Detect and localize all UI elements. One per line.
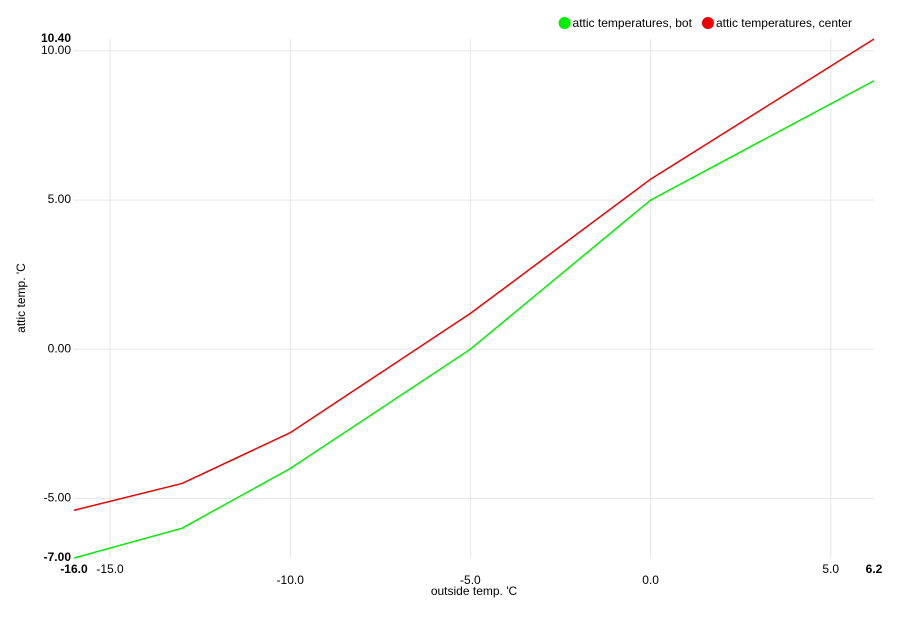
legend: attic temperatures, bot attic temperature… [558, 16, 852, 30]
y-tick-label: -5.00 [44, 491, 72, 505]
y-axis-label: attic temp. 'C [14, 263, 28, 333]
y-tick-label: 10.40 [41, 31, 71, 45]
line [73, 38, 875, 512]
grid [74, 39, 874, 558]
x-tick-label: -10.0 [277, 573, 305, 587]
y-tick-label: 0.00 [48, 341, 72, 355]
legend-item: attic temperatures, bot [558, 16, 693, 30]
x-tick-label: -15.0 [96, 562, 124, 576]
legend-label: attic temperatures, bot [573, 16, 693, 30]
x-tick-label: -16.0 [60, 562, 88, 576]
legend-label: attic temperatures, center [716, 16, 852, 30]
x-axis-label: outside temp. 'C [431, 584, 518, 598]
x-tick-label: 6.2 [866, 562, 883, 576]
y-tick-label: 5.00 [48, 192, 72, 206]
legend-item: attic temperatures, center [701, 16, 852, 30]
x-tick-label: 0.0 [642, 573, 659, 587]
line [73, 80, 875, 559]
y-tick-label: 10.00 [41, 43, 71, 57]
x-tick-label: 5.0 [822, 562, 839, 576]
legend-marker [701, 17, 714, 29]
y-tick-label: -7.00 [44, 550, 72, 564]
axes: -16.0 -15.0 -10.0 -5.0 0.0 5.0 6.2 -7.00 -5.00 0.… [41, 31, 883, 587]
plot [73, 38, 875, 559]
x-tick-label: -5.0 [460, 573, 481, 587]
legend-marker [558, 17, 571, 29]
